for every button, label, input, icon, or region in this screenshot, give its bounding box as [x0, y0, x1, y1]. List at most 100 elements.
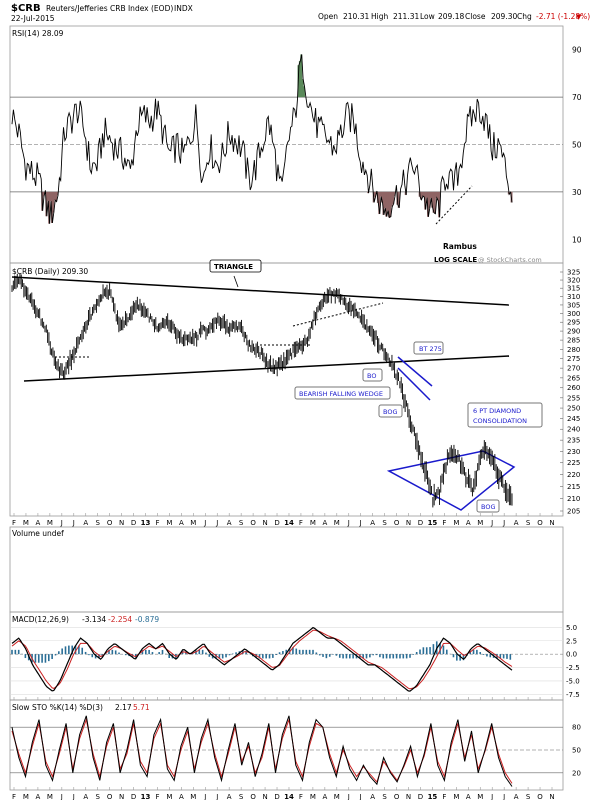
rsi-oversold-fill	[374, 191, 377, 197]
rsi-oversold-fill	[42, 191, 45, 197]
rsi-oversold-fill	[390, 191, 393, 207]
rsi-oversold-fill	[52, 191, 55, 213]
x-tick-label: O	[250, 519, 256, 527]
rsi-tick-label: 30	[572, 188, 582, 197]
volume-panel: Volume undef	[12, 529, 64, 538]
x-tick-label-bottom: M	[334, 793, 340, 800]
x-tick-label-bottom: 13	[141, 793, 151, 800]
x-tick-label-bottom: A	[227, 793, 232, 800]
macd-tick-label: -5.0	[566, 677, 580, 685]
x-tick-label-bottom: J	[203, 793, 206, 800]
x-tick-label: S	[239, 519, 244, 527]
open-label: Open	[318, 12, 338, 21]
x-tick-label: M	[334, 519, 340, 527]
x-tick-label-bottom: A	[370, 793, 375, 800]
x-tick-label: J	[203, 519, 206, 527]
x-tick-label: M	[166, 519, 172, 527]
x-tick-label-bottom: J	[347, 793, 350, 800]
price-tick-label: 225	[567, 459, 580, 467]
x-tick-label-bottom: M	[47, 793, 53, 800]
rsi-oversold-fill	[393, 191, 396, 197]
exchange-label: INDX	[174, 4, 193, 13]
rsi-oversold-fill	[383, 191, 386, 209]
rsi-oversold-fill	[425, 191, 428, 198]
wedge-lower-line	[397, 367, 431, 401]
triangle-annotation: TRIANGLE	[214, 263, 253, 271]
rsi-oversold-fill	[379, 191, 382, 197]
rsi-oversold-fill	[428, 191, 431, 208]
rsi-tick-label: 50	[572, 141, 582, 150]
x-tick-label: A	[83, 519, 88, 527]
x-tick-label-bottom: O	[250, 793, 256, 800]
rsi-tick-label: 10	[572, 235, 582, 244]
price-tick-label: 310	[567, 293, 580, 301]
x-tick-label: S	[526, 519, 531, 527]
volume-panel-frame	[9, 526, 564, 613]
price-tick-label: 245	[567, 415, 580, 423]
x-tick-label-bottom: O	[394, 793, 400, 800]
x-tick-label: J	[359, 519, 362, 527]
price-tick-label: 240	[567, 426, 580, 434]
open-value: 210.31	[343, 12, 369, 21]
price-tick-label: 275	[567, 355, 580, 363]
low-value: 209.18	[438, 12, 464, 21]
chg-value: -2.71 (-1.28%)	[536, 12, 590, 21]
rsi-oversold-fill	[56, 191, 59, 196]
x-tick-label: 13	[141, 519, 151, 527]
x-tick-label-bottom: S	[239, 793, 244, 800]
x-tick-label: J	[490, 519, 493, 527]
x-tick-label: S	[95, 519, 100, 527]
triangle-lower-line	[23, 355, 510, 382]
x-tick-label: M	[190, 519, 196, 527]
x-tick-label-bottom: J	[490, 793, 493, 800]
x-tick-label-bottom: A	[514, 793, 519, 800]
x-tick-label-bottom: S	[95, 793, 100, 800]
x-tick-label: F	[442, 519, 446, 527]
rsi-trendline	[435, 185, 473, 225]
x-tick-label: F	[299, 519, 303, 527]
bog-annotation-2: BOG	[481, 503, 496, 511]
x-tick-label: J	[347, 519, 350, 527]
price-tick-label: 230	[567, 448, 580, 456]
x-tick-label: A	[36, 519, 41, 527]
rsi-oversold-fill	[385, 191, 388, 217]
macd-tick-label: 2.5	[566, 637, 577, 645]
price-tick-label: 265	[567, 374, 580, 382]
price-tick-label: 235	[567, 437, 580, 445]
x-tick-label: F	[12, 519, 16, 527]
x-tick-label: D	[131, 519, 136, 527]
down-arrow-icon: ▼	[576, 13, 582, 21]
close-label: Close	[465, 12, 486, 21]
consolidation-annotation: CONSOLIDATION	[473, 417, 527, 425]
rsi-overbought-fill	[303, 86, 305, 98]
rsi-oversold-fill	[388, 191, 390, 218]
rsi-oversold-fill	[436, 191, 439, 201]
rsi-oversold-fill	[431, 191, 434, 208]
x-tick-label: 15	[428, 519, 438, 527]
macd-panel: MACD(12,26,9) -3.134 -2.254 -0.879 5.0 2.…	[10, 615, 580, 699]
rsi-oversold-fill	[381, 191, 383, 203]
x-tick-label: A	[227, 519, 232, 527]
macd-tick-label: -2.5	[566, 664, 580, 672]
x-tick-label: J	[502, 519, 505, 527]
x-tick-label-bottom: F	[12, 793, 16, 800]
x-tick-label-bottom: N	[549, 793, 554, 800]
rsi-oversold-fill	[421, 191, 424, 196]
macd-line	[11, 626, 513, 692]
rsi-oversold-fill	[429, 191, 432, 198]
x-axis: FFMMAAMMJJJJAASSOONNDD1313FFMMAAMMJJJJAA…	[12, 513, 555, 800]
x-tick-label-bottom: D	[131, 793, 136, 800]
x-tick-label: J	[60, 519, 63, 527]
rsi-panel: RSI(14) 28.09 Rambus LOG SCALE @ StockCh…	[10, 29, 582, 264]
rsi-oversold-fill	[53, 191, 56, 201]
chg-label: Chg	[517, 12, 532, 21]
high-label: High	[371, 12, 388, 21]
rsi-oversold-fill	[392, 191, 395, 204]
price-tick-label: 280	[567, 346, 580, 354]
rsi-oversold-fill	[420, 191, 422, 200]
x-tick-label-bottom: F	[299, 793, 303, 800]
price-tick-label: 215	[567, 483, 580, 491]
bog-box-1	[378, 404, 403, 418]
rsi-oversold-fill	[434, 191, 436, 214]
